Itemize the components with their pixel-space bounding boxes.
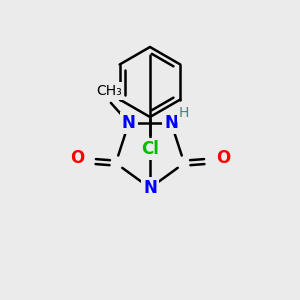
Text: O: O [70,149,84,167]
Text: O: O [216,149,230,167]
Text: N: N [122,114,136,132]
Text: N: N [164,114,178,132]
Text: Cl: Cl [141,140,159,158]
Text: H: H [179,106,189,120]
Text: N: N [143,179,157,197]
Text: CH₃: CH₃ [96,84,122,98]
